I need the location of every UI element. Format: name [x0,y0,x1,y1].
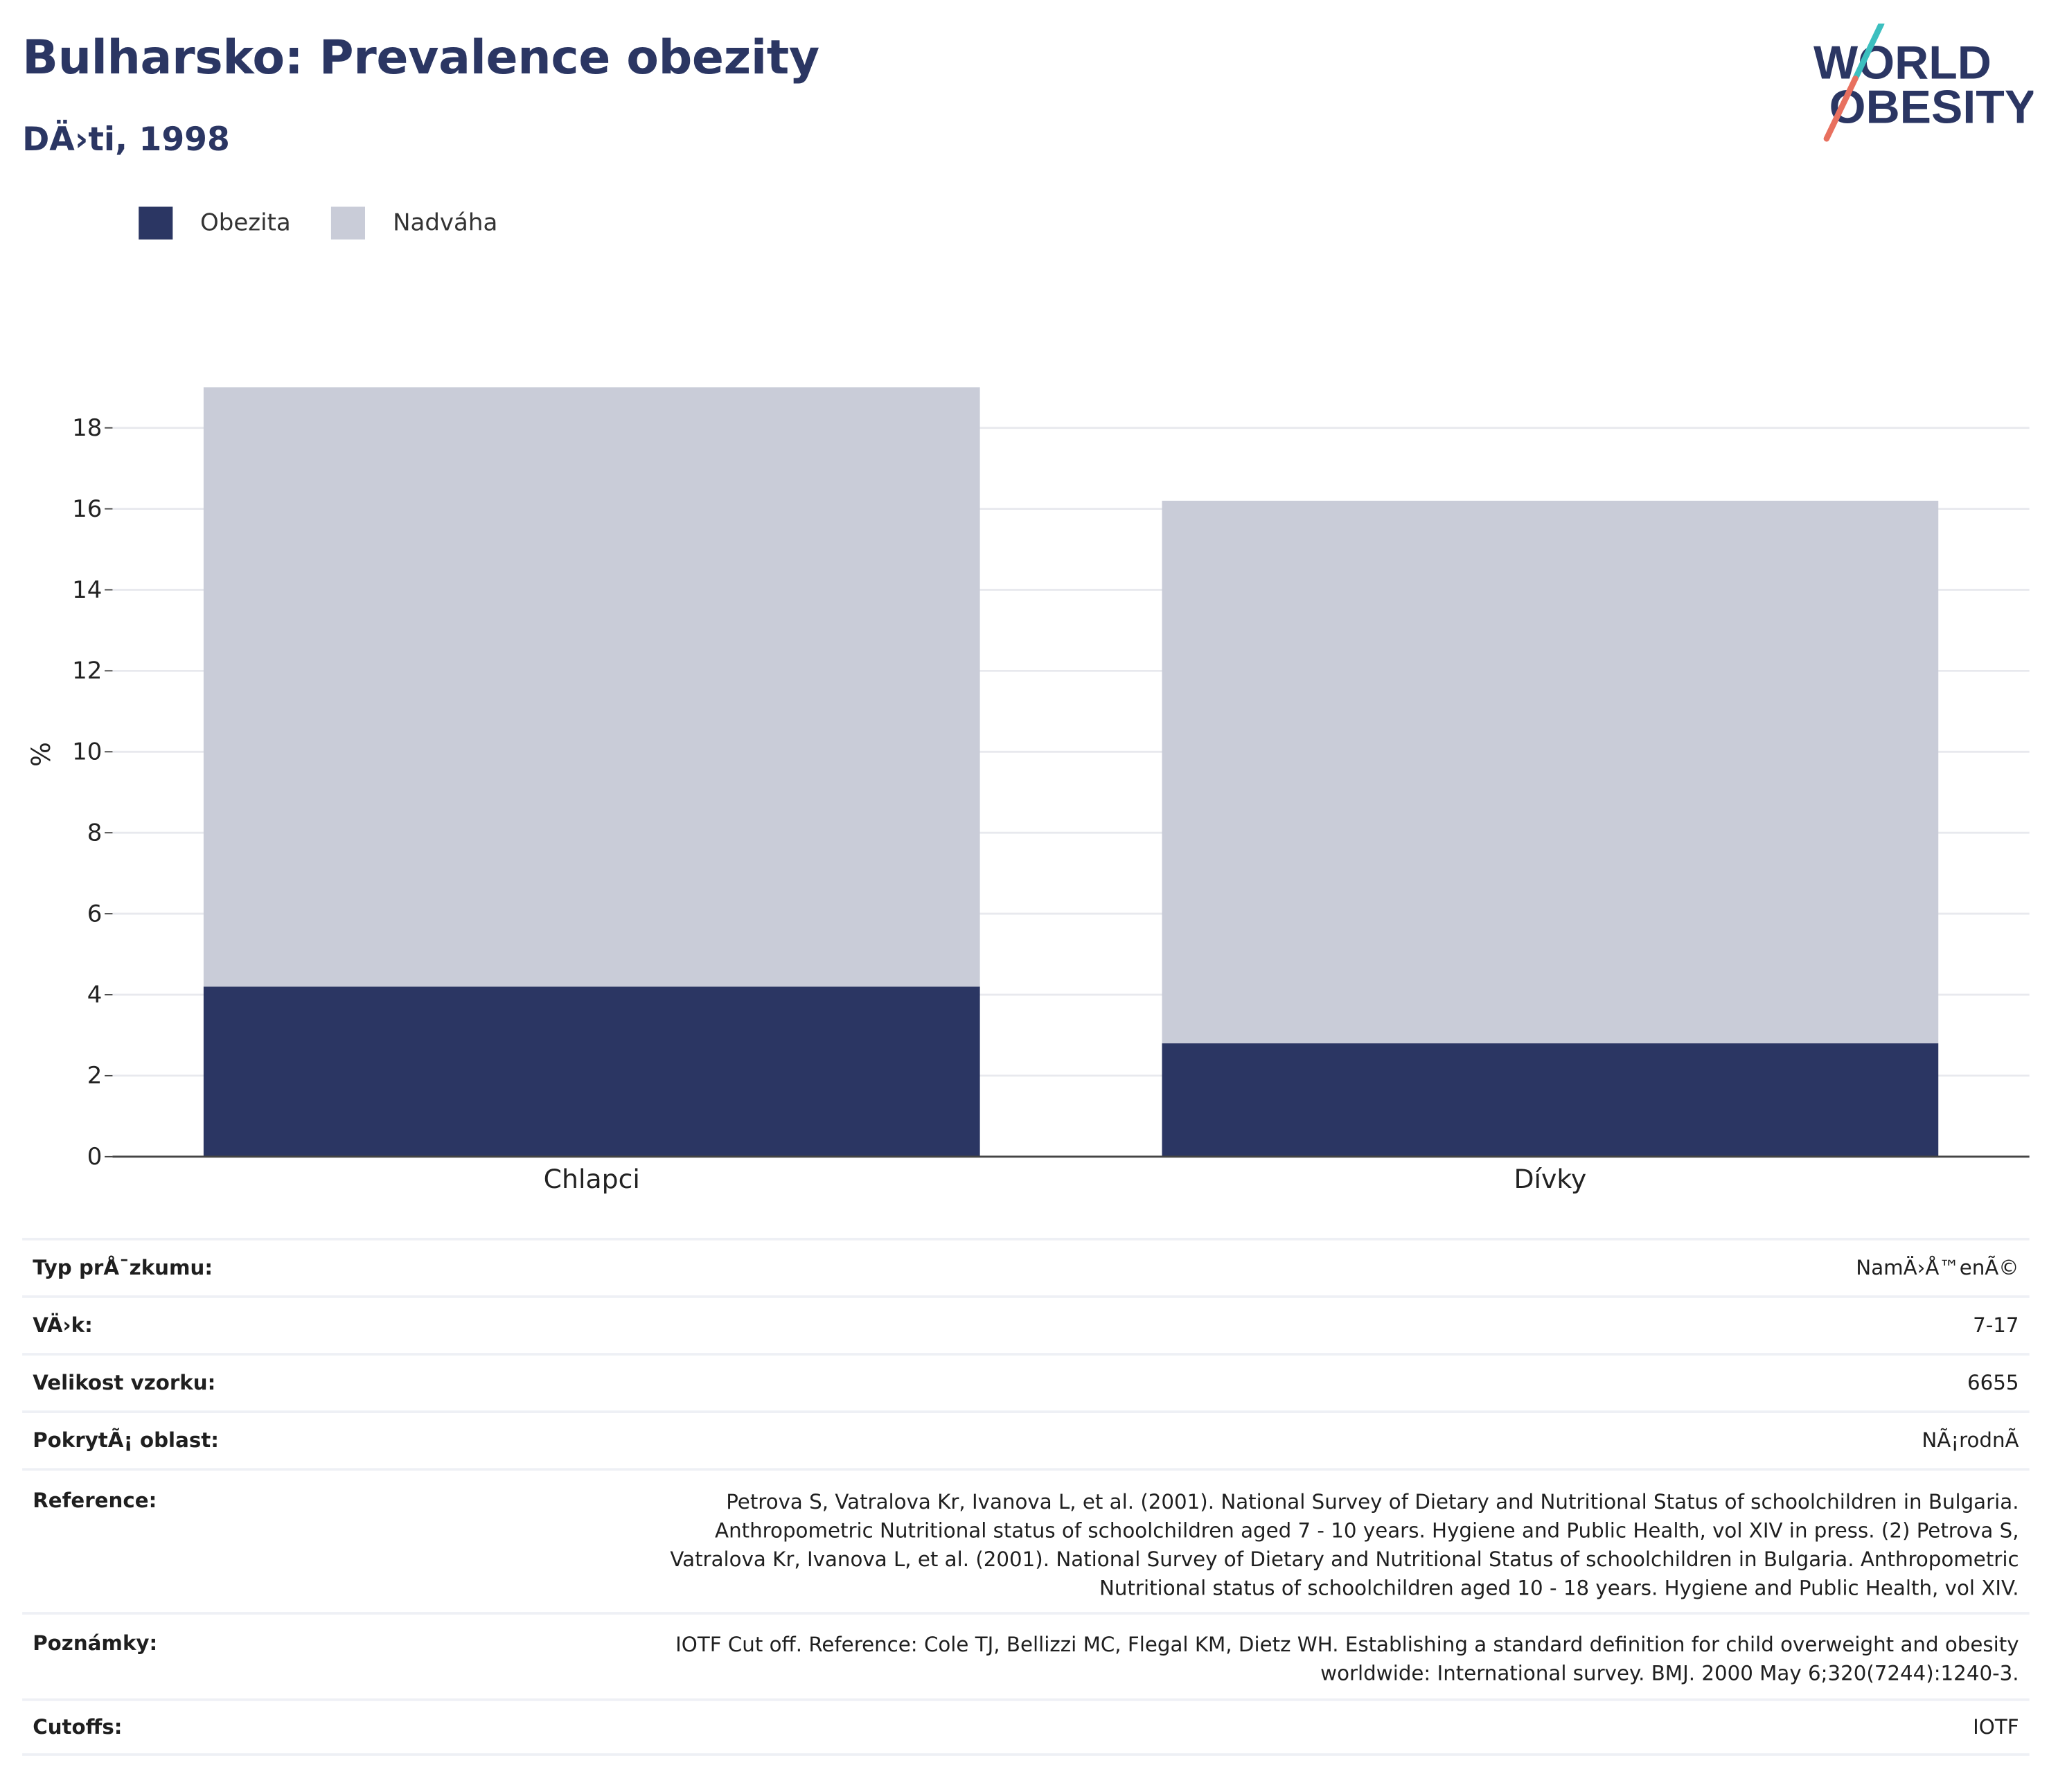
y-tick-label: 10 [72,738,102,766]
logo-teal-stroke [1852,24,1885,82]
bar-obesity-boys [203,986,980,1157]
reference-line: Vatralova Kr, Ivanova L, et al. (2001). … [670,1547,2019,1572]
legend-swatch-overweight [331,206,366,240]
details-row-reference: Reference: Petrova S, Vatralova Kr, Ivan… [22,1468,2030,1612]
logo-text-line1: WORLD [1813,36,1992,89]
details-value: IOTF [1973,1715,2019,1739]
chart-title: Bulharsko: Prevalence obezity [22,31,819,85]
x-tick-label: Dívky [1514,1164,1586,1194]
details-label: Poznámky: [33,1631,158,1656]
details-label: PokrytÃ¡ oblast: [33,1428,220,1453]
stacked-bar-chart: 0 2 4 6 8 10 12 14 16 18% Chlapci Dívky [26,387,2030,1194]
y-tick-label: 18 [72,414,102,442]
y-tick-label: 4 [87,981,103,1009]
details-label: Cutoffs: [33,1715,123,1739]
details-value: 6655 [1967,1371,2019,1395]
reference-line: Anthropometric Nutritional status of sch… [715,1519,2019,1543]
details-value: Petrova S, Vatralova Kr, Ivanova L, et a… [670,1488,2019,1612]
y-tick-label: 14 [72,576,102,604]
details-row-sample-size: Velikost vzorku: 6655 [22,1353,2030,1410]
legend-label-obesity: Obezita [200,209,291,237]
bar-overweight-boys [203,387,980,987]
y-tick-label: 0 [87,1143,103,1171]
details-value: NamÄ›Å™enÃ© [1856,1256,2019,1280]
notes-line: IOTF Cut off. Reference: Cole TJ, Belliz… [675,1633,2019,1657]
legend-item-obesity: Obezita [139,206,291,240]
y-tick-label: 6 [87,900,103,928]
details-label: VÄ›k: [33,1313,93,1338]
details-value: NÃ¡rodnÃ [1922,1428,2019,1453]
details-label: Typ prÅ¯zkumu: [33,1256,213,1280]
chart-legend: Obezita Nadváha [139,206,538,240]
details-row-cutoffs: Cutoffs: IOTF [22,1698,2030,1756]
bar-overweight-girls [1162,500,1939,1044]
x-tick-label: Chlapci [544,1164,640,1194]
y-tick-label: 8 [87,819,103,847]
details-row-notes: Poznámky: IOTF Cut off. Reference: Cole … [22,1612,2030,1698]
y-tick-label: 12 [72,657,102,685]
y-tick-label: 2 [87,1062,103,1090]
logo-coral-stroke [1823,76,1859,142]
details-row-survey-type: Typ prÅ¯zkumu: NamÄ›Å™enÃ© [22,1237,2030,1295]
y-axis-label: % [26,742,56,767]
notes-line: worldwide: International survey. BMJ. 20… [1320,1661,2019,1685]
bar-obesity-girls [1162,1043,1939,1157]
details-label: Reference: [33,1489,157,1513]
details-row-coverage: PokrytÃ¡ oblast: NÃ¡rodnÃ [22,1410,2030,1468]
legend-item-overweight: Nadváha [331,206,498,240]
legend-swatch-obesity [139,206,173,240]
reference-line: Nutritional status of schoolchildren age… [1099,1577,2019,1601]
survey-details-table: Typ prÅ¯zkumu: NamÄ›Å™enÃ© VÄ›k: 7-17 Ve… [22,1237,2030,1756]
details-value: 7-17 [1973,1313,2019,1338]
details-label: Velikost vzorku: [33,1371,216,1395]
legend-label-overweight: Nadváha [393,209,498,237]
world-obesity-logo: WORLD OBESITY [1813,24,2034,142]
logo-text-line2: OBESITY [1829,81,2034,134]
reference-line: Petrova S, Vatralova Kr, Ivanova L, et a… [726,1490,2019,1514]
details-row-age: VÄ›k: 7-17 [22,1295,2030,1353]
y-tick-label: 16 [72,495,102,523]
chart-subtitle: DÄ›ti, 1998 [22,120,230,159]
details-value: IOTF Cut off. Reference: Cole TJ, Belliz… [675,1631,2019,1698]
